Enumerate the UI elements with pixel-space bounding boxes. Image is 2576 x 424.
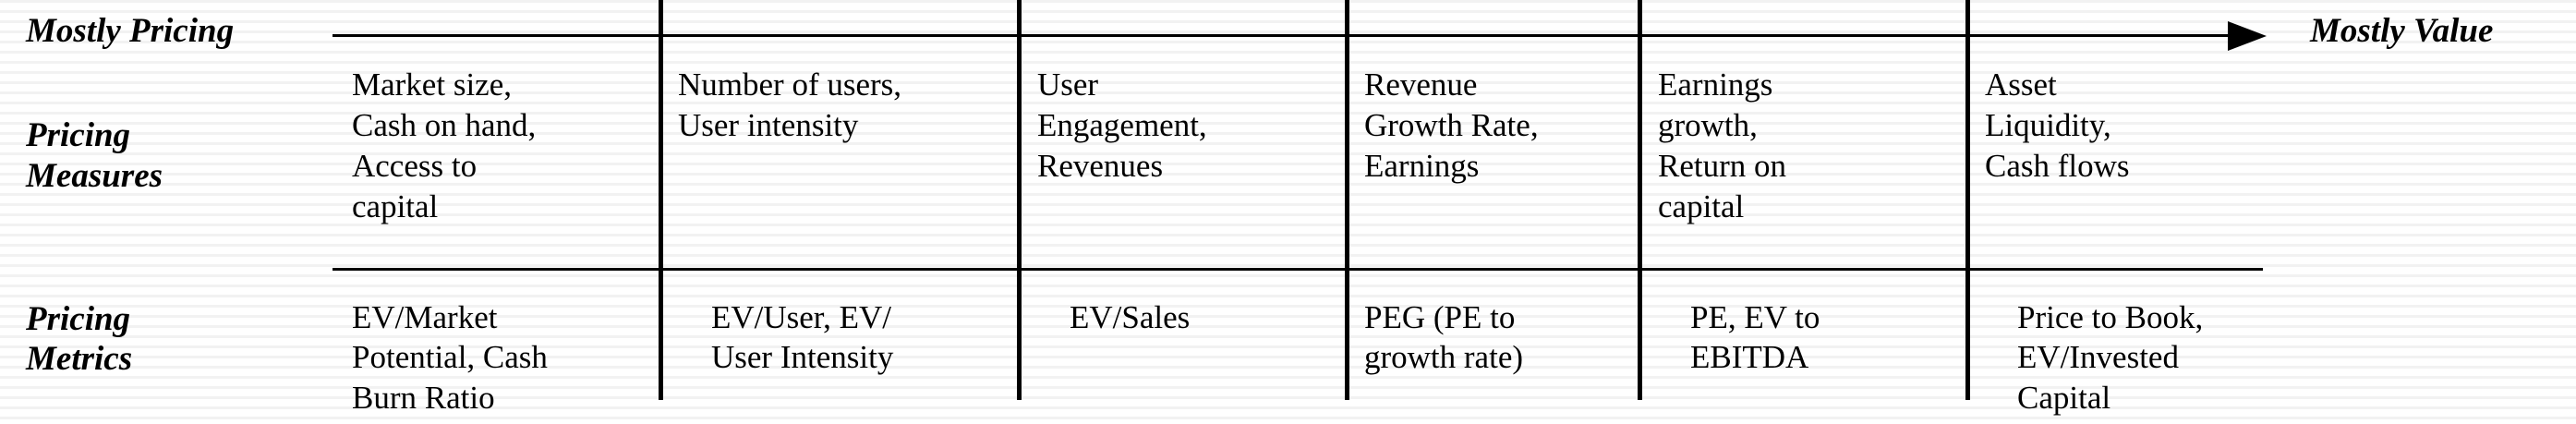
metric-text: EV/Invested <box>2017 339 2179 375</box>
column-divider <box>1638 0 1642 400</box>
metric-text: PE, EV to <box>1690 299 1820 335</box>
metric-text: EBITDA <box>1690 339 1809 375</box>
metric-text: PEG (PE to <box>1364 299 1516 335</box>
measure-text: Asset <box>1985 67 2057 103</box>
metric-text: User Intensity <box>711 339 894 375</box>
metric-text: growth rate) <box>1364 339 1524 375</box>
measure-text: growth, <box>1658 107 1758 143</box>
metric-text: EV/Sales <box>1070 299 1191 335</box>
row-separator-line <box>333 268 2263 271</box>
pricing-metrics-label-line1: Pricing <box>26 300 131 338</box>
measure-text: Access to <box>352 148 478 184</box>
pricing-metrics-label-line2: Metrics <box>26 340 133 378</box>
mostly-pricing-label: Mostly Pricing <box>26 12 235 50</box>
measure-text: Market size, <box>352 67 512 103</box>
metric-text: Price to Book, <box>2017 299 2204 335</box>
metric-text: EV/User, EV/ <box>711 299 891 335</box>
arrow-head-icon <box>2228 21 2267 51</box>
measure-text: Number of users, <box>678 67 902 103</box>
measure-text: capital <box>352 188 439 224</box>
measure-text: Revenue <box>1364 67 1478 103</box>
column-divider <box>1345 0 1349 400</box>
measure-text: Earnings <box>1658 67 1773 103</box>
metric-text: Potential, Cash <box>352 339 548 375</box>
column-divider <box>659 0 663 400</box>
measure-text: Cash flows <box>1985 148 2130 184</box>
measure-text: Liquidity, <box>1985 107 2111 143</box>
metric-text: Capital <box>2017 380 2111 416</box>
pricing-to-value-arrow-shaft <box>333 34 2235 37</box>
measure-text: Revenues <box>1037 148 1164 184</box>
measure-text: Cash on hand, <box>352 107 537 143</box>
mostly-value-label: Mostly Value <box>2310 12 2494 50</box>
metric-text: EV/Market <box>352 299 498 335</box>
column-divider <box>1965 0 1970 400</box>
column-divider <box>1017 0 1022 400</box>
metric-text: Burn Ratio <box>352 380 495 416</box>
measure-text: Return on <box>1658 148 1787 184</box>
measure-text: User <box>1037 67 1099 103</box>
measure-text: capital <box>1658 188 1745 224</box>
pricing-measures-label-line1: Pricing <box>26 116 131 154</box>
measure-text: Earnings <box>1364 148 1480 184</box>
measure-text: Engagement, <box>1037 107 1207 143</box>
measure-text: User intensity <box>678 107 859 143</box>
measure-text: Growth Rate, <box>1364 107 1539 143</box>
pricing-measures-label-line2: Measures <box>26 157 163 195</box>
